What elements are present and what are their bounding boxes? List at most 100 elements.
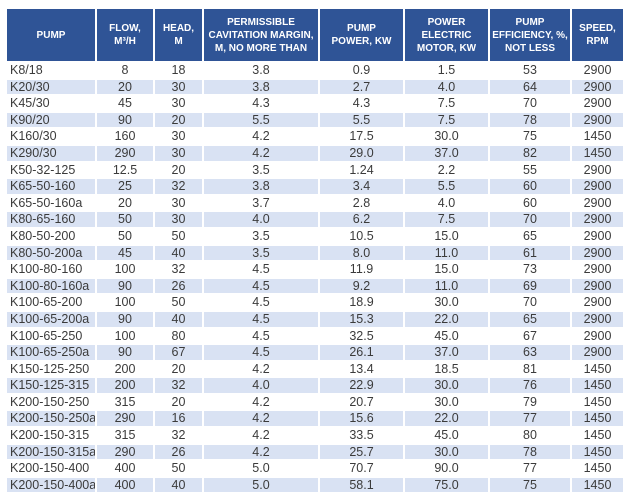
table-cell: 5.0 bbox=[202, 475, 320, 495]
table-cell: 67 bbox=[153, 343, 204, 362]
pump-name-cell: K90/20 bbox=[5, 110, 97, 130]
table-cell: 400 bbox=[95, 475, 155, 495]
table-cell: 50 bbox=[153, 459, 204, 478]
pump-name-cell: K290/30 bbox=[5, 143, 97, 163]
table-cell: 5.5 bbox=[403, 177, 490, 196]
table-cell: 2900 bbox=[570, 210, 625, 229]
table-cell: 30.0 bbox=[403, 376, 490, 395]
table-cell: 15.0 bbox=[403, 226, 490, 246]
pump-name-cell: K45/30 bbox=[5, 94, 97, 113]
table-cell: 3.8 bbox=[202, 177, 320, 196]
table-cell: 3.7 bbox=[202, 193, 320, 213]
table-row: K200-150-315a 290 26 4.2 25.7 30.0 78 1450 bbox=[5, 442, 625, 462]
table-cell: 77 bbox=[488, 409, 572, 429]
table-cell: 5.0 bbox=[202, 459, 320, 478]
table-cell: 5.5 bbox=[318, 110, 405, 130]
table-cell: 80 bbox=[488, 426, 572, 445]
table-cell: 3.5 bbox=[202, 160, 320, 180]
table-row: K160/30 160 30 4.2 17.5 30.0 75 1450 bbox=[5, 127, 625, 146]
table-row: K8/18 8 18 3.8 0.9 1.5 53 2900 bbox=[5, 61, 625, 80]
pump-name-cell: K200-150-400 bbox=[5, 459, 97, 478]
table-cell: 2900 bbox=[570, 293, 625, 312]
table-cell: 2900 bbox=[570, 160, 625, 180]
table-cell: 2.8 bbox=[318, 193, 405, 213]
table-cell: 58.1 bbox=[318, 475, 405, 495]
table-cell: 37.0 bbox=[403, 343, 490, 362]
table-cell: 61 bbox=[488, 243, 572, 263]
column-header: PUMP POWER, KW bbox=[318, 7, 405, 63]
table-row: K50-32-125 12.5 20 3.5 1.24 2.2 55 2900 bbox=[5, 160, 625, 180]
table-cell: 32 bbox=[153, 426, 204, 445]
table-cell: 200 bbox=[95, 376, 155, 395]
pump-name-cell: K100-80-160 bbox=[5, 260, 97, 279]
table-cell: 30 bbox=[153, 127, 204, 146]
table-cell: 22.0 bbox=[403, 409, 490, 429]
table-header: PUMP FLOW, M³/H HEAD, M PERMISSIBLE CAVITAT… bbox=[5, 7, 625, 63]
table-cell: 2900 bbox=[570, 177, 625, 196]
table-cell: 20 bbox=[153, 110, 204, 130]
table-cell: 1450 bbox=[570, 359, 625, 379]
column-header: PERMISSIBLE CAVITATION MARGIN, M, NO MOR… bbox=[202, 7, 320, 63]
table-cell: 4.0 bbox=[202, 210, 320, 229]
table-cell: 4.3 bbox=[318, 94, 405, 113]
table-cell: 1.5 bbox=[403, 61, 490, 80]
table-cell: 100 bbox=[95, 260, 155, 279]
table-cell: 4.0 bbox=[403, 193, 490, 213]
table-cell: 5.5 bbox=[202, 110, 320, 130]
pump-name-cell: K100-65-200 bbox=[5, 293, 97, 312]
table-cell: 79 bbox=[488, 392, 572, 412]
table-cell: 3.4 bbox=[318, 177, 405, 196]
table-cell: 4.2 bbox=[202, 409, 320, 429]
table-cell: 1450 bbox=[570, 442, 625, 462]
table-cell: 29.0 bbox=[318, 143, 405, 163]
pump-name-cell: K100-65-250a bbox=[5, 343, 97, 362]
table-row: K100-80-160a 90 26 4.5 9.2 11.0 69 2900 bbox=[5, 276, 625, 296]
table-cell: 4.5 bbox=[202, 343, 320, 362]
table-cell: 45.0 bbox=[403, 426, 490, 445]
table-cell: 80 bbox=[153, 326, 204, 346]
table-row: K100-65-250 100 80 4.5 32.5 45.0 67 2900 bbox=[5, 326, 625, 346]
table-cell: 7.5 bbox=[403, 94, 490, 113]
table-cell: 90.0 bbox=[403, 459, 490, 478]
table-cell: 2900 bbox=[570, 94, 625, 113]
table-cell: 2900 bbox=[570, 226, 625, 246]
pump-name-cell: K150-125-315 bbox=[5, 376, 97, 395]
table-cell: 20.7 bbox=[318, 392, 405, 412]
table-cell: 4.0 bbox=[403, 77, 490, 97]
table-cell: 75 bbox=[488, 475, 572, 495]
table-cell: 30.0 bbox=[403, 442, 490, 462]
pump-name-cell: K200-150-250a bbox=[5, 409, 97, 429]
table-cell: 78 bbox=[488, 110, 572, 130]
table-cell: 16 bbox=[153, 409, 204, 429]
table-cell: 33.5 bbox=[318, 426, 405, 445]
table-row: K200-150-250 315 20 4.2 20.7 30.0 79 1450 bbox=[5, 392, 625, 412]
table-cell: 20 bbox=[153, 359, 204, 379]
table-cell: 2.2 bbox=[403, 160, 490, 180]
table-cell: 0.9 bbox=[318, 61, 405, 80]
table-cell: 2900 bbox=[570, 243, 625, 263]
table-cell: 32 bbox=[153, 177, 204, 196]
table-cell: 30.0 bbox=[403, 392, 490, 412]
table-cell: 26.1 bbox=[318, 343, 405, 362]
table-cell: 3.5 bbox=[202, 243, 320, 263]
table-row: K200-150-250a 290 16 4.2 15.6 22.0 77 1450 bbox=[5, 409, 625, 429]
table-cell: 1450 bbox=[570, 392, 625, 412]
table-row: K65-50-160a 20 30 3.7 2.8 4.0 60 2900 bbox=[5, 193, 625, 213]
table-cell: 70 bbox=[488, 210, 572, 229]
column-header: SPEED, RPM bbox=[570, 7, 625, 63]
pump-name-cell: K200-150-315a bbox=[5, 442, 97, 462]
table-row: K80-50-200a 45 40 3.5 8.0 11.0 61 2900 bbox=[5, 243, 625, 263]
table-cell: 82 bbox=[488, 143, 572, 163]
table-cell: 64 bbox=[488, 77, 572, 97]
table-cell: 1.24 bbox=[318, 160, 405, 180]
table-cell: 45 bbox=[95, 94, 155, 113]
table-cell: 2.7 bbox=[318, 77, 405, 97]
table-cell: 70 bbox=[488, 94, 572, 113]
table-cell: 290 bbox=[95, 442, 155, 462]
table-header-row: PUMP FLOW, M³/H HEAD, M PERMISSIBLE CAVITAT… bbox=[5, 7, 625, 63]
pump-name-cell: K200-150-315 bbox=[5, 426, 97, 445]
table-cell: 3.8 bbox=[202, 61, 320, 80]
column-header: POWER ELECTRIC MOTOR, KW bbox=[403, 7, 490, 63]
table-cell: 45 bbox=[95, 243, 155, 263]
table-row: K290/30 290 30 4.2 29.0 37.0 82 1450 bbox=[5, 143, 625, 163]
